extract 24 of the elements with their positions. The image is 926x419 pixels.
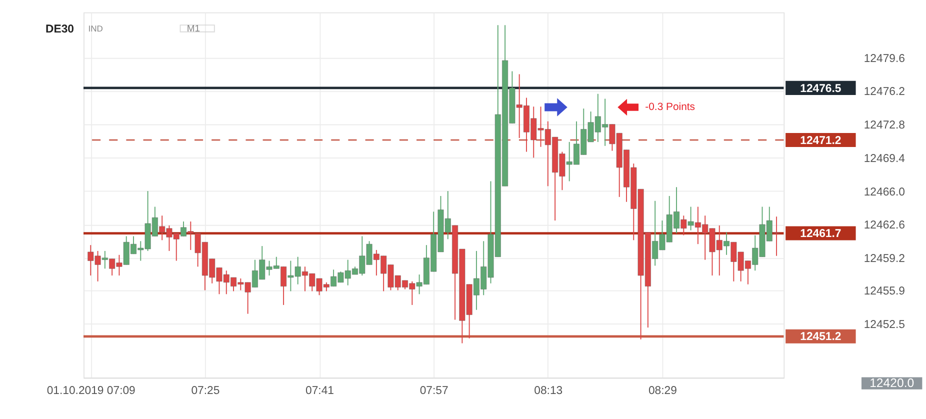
- y-tick-label: 12476.2: [864, 86, 905, 98]
- annotation: -0.3 Points: [645, 102, 695, 114]
- y-tick-label: 12472.8: [864, 120, 905, 132]
- annotation: IND: [88, 23, 103, 34]
- y-tick-label: 12469.4: [864, 152, 905, 165]
- x-tick-label: 07:57: [420, 385, 448, 398]
- y-tick-label: 12455.9: [864, 286, 905, 298]
- x-tick-label: 07:25: [191, 385, 220, 398]
- y-tick-label: 12479.6: [864, 52, 905, 65]
- ref-line-label: 12471.2: [800, 134, 842, 147]
- x-tick-label: 08:29: [648, 385, 677, 398]
- ref-line-label: 12461.7: [800, 228, 842, 240]
- x-tick-label: 07:41: [306, 385, 334, 398]
- ref-line-label: 12476.5: [800, 82, 842, 95]
- x-tick-label: 01.10.2019 07:09: [46, 385, 136, 398]
- text: 12420.0: [870, 376, 914, 390]
- ref-line-label: 12451.2: [800, 331, 842, 344]
- y-tick-label: 12462.6: [864, 220, 905, 232]
- annotation: M1: [186, 23, 200, 34]
- y-tick-label: 12466.0: [864, 186, 905, 198]
- text: DE30: [46, 23, 74, 36]
- x-tick-label: 08:13: [534, 385, 563, 398]
- y-tick-label: 12452.5: [864, 318, 905, 331]
- y-tick-label: 12459.2: [864, 253, 905, 266]
